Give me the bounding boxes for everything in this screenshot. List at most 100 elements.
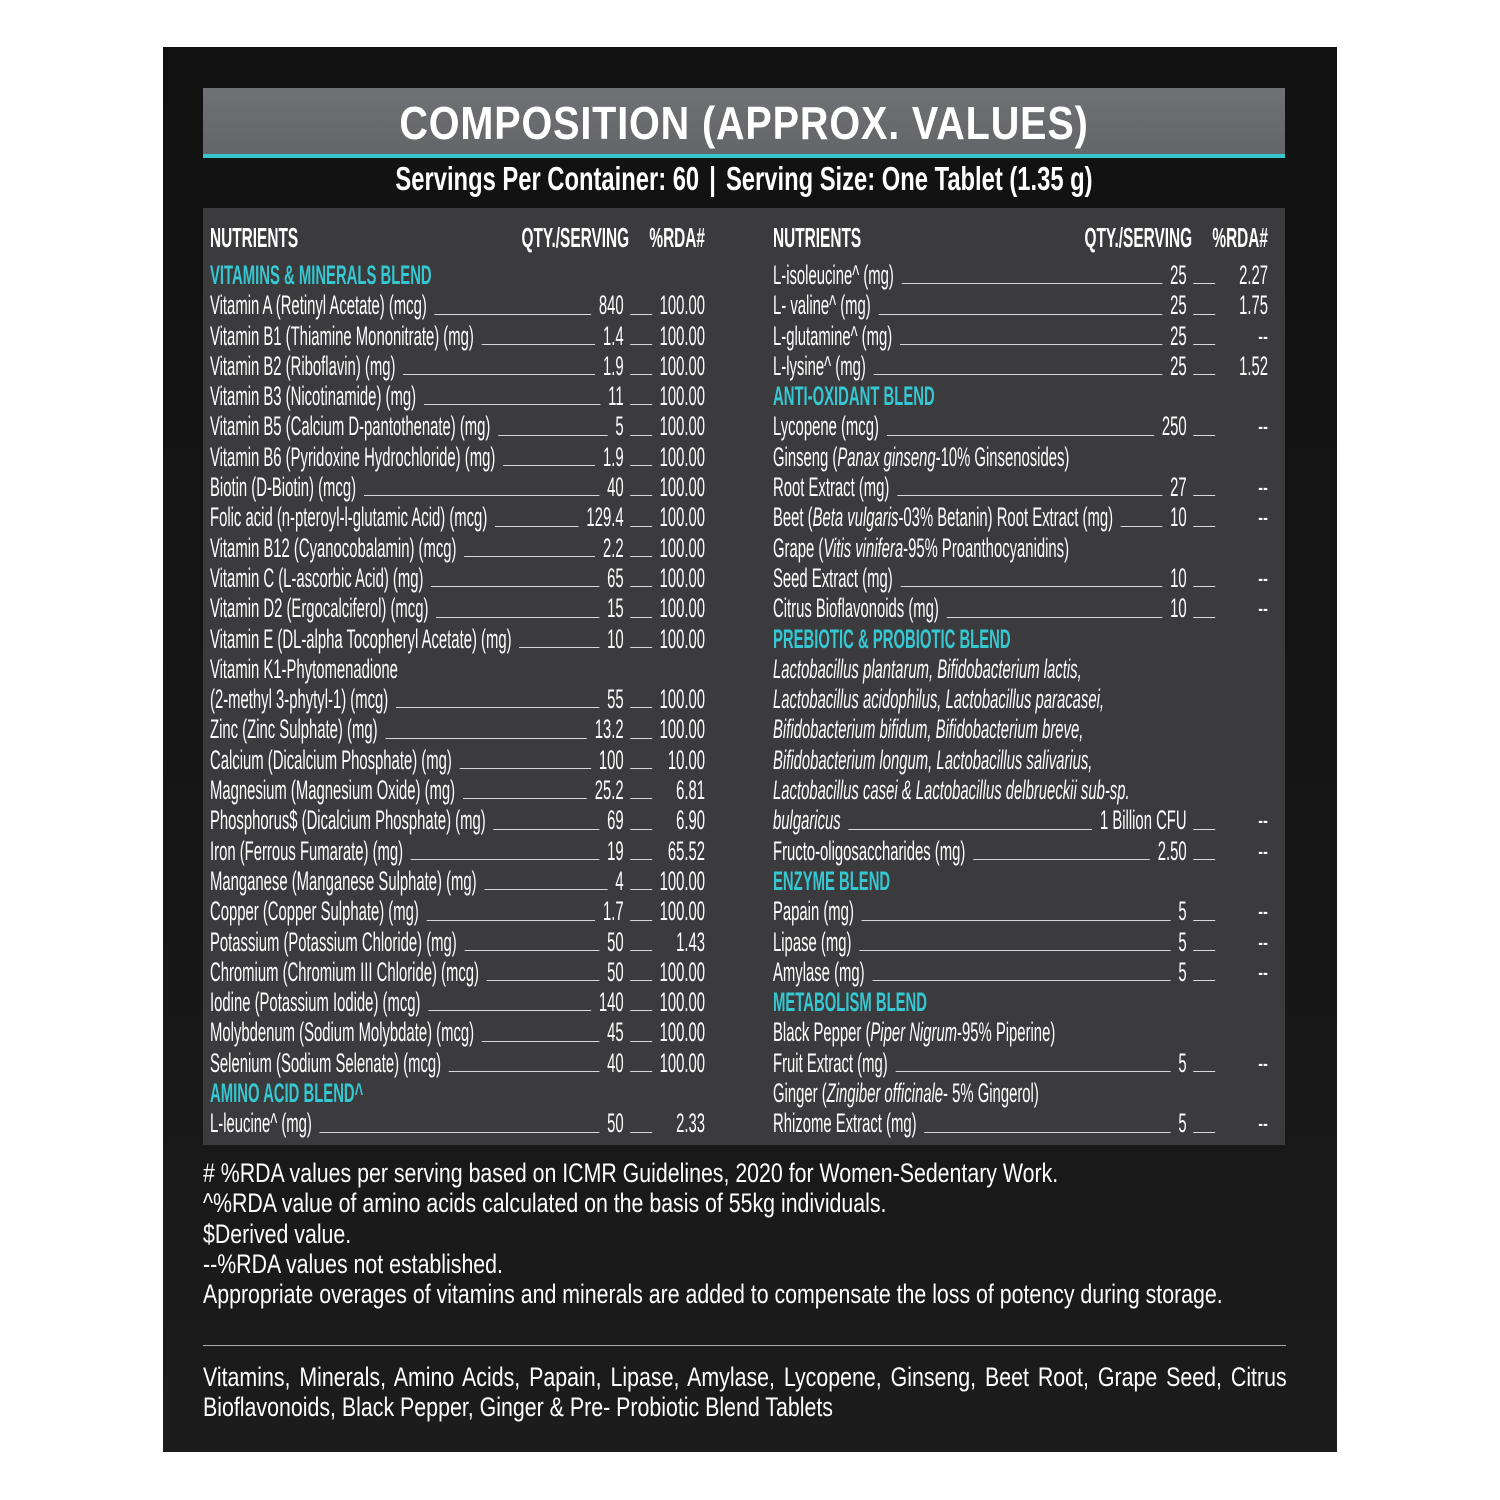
leader-line bbox=[459, 768, 592, 770]
nutrient-name: L-lysine^ (mg) bbox=[773, 351, 866, 381]
leader-line bbox=[1193, 980, 1216, 982]
rda-value: 2.27 bbox=[1239, 260, 1268, 290]
qty-value: 2.2 bbox=[602, 532, 624, 563]
leader-line bbox=[1193, 919, 1216, 921]
nutrient-name: Iron (Ferrous Fumarate) (mg) bbox=[210, 836, 403, 866]
nutrient-row: L-leucine^ (mg) 50 2.33 bbox=[210, 1108, 705, 1138]
qty-value: 25 bbox=[1170, 290, 1187, 321]
rda-value: -- bbox=[1258, 805, 1268, 836]
leader-line bbox=[630, 737, 653, 739]
footnote: # %RDA values per serving based on ICMR … bbox=[203, 1158, 1059, 1188]
leader-line bbox=[901, 283, 1163, 285]
name-text: - 5% Gingerol) bbox=[943, 1078, 1039, 1109]
nutrient-row: Zinc (Zinc Sulphate) (mg) 13.2 100.00 bbox=[210, 714, 705, 744]
name-text: Fruit Extract (mg) bbox=[773, 1047, 888, 1078]
qty-value: 11 bbox=[608, 381, 624, 412]
nutrient-row: Phosphorus$ (Dicalcium Phosphate) (mg) 69… bbox=[210, 805, 705, 835]
rda-value: 100.00 bbox=[659, 472, 705, 503]
nutrient-name: L-leucine^ (mg) bbox=[210, 1108, 312, 1138]
qty-value: 50 bbox=[607, 956, 624, 987]
qty-value: 50 bbox=[607, 926, 624, 957]
nutrient-name: Iodine (Potassium Iodide) (mcg) bbox=[210, 987, 420, 1017]
nutrient-name: bulgaricus bbox=[773, 805, 841, 835]
header-nutrients: NUTRIENTS bbox=[773, 222, 862, 253]
nutrient-name: Amylase (mg) bbox=[773, 957, 865, 987]
nutrient-row: Biotin (D-Biotin) (mcg) 40 100.00 bbox=[210, 472, 705, 502]
rda-value: 65.52 bbox=[667, 835, 705, 866]
nutrient-name: Vitamin B6 (Pyridoxine Hydrochloride) (m… bbox=[210, 442, 495, 472]
rda-value: 100.00 bbox=[659, 684, 705, 715]
qty-value: 250 bbox=[1161, 411, 1187, 442]
nutrient-name: Copper (Copper Sulphate) (mg) bbox=[210, 896, 419, 926]
leader-line bbox=[630, 828, 653, 830]
nutrient-name: Phosphorus$ (Dicalcium Phosphate) (mg) bbox=[210, 805, 486, 835]
right-column: NUTRIENTS QTY./SERVING %RDA# L-isoleucin… bbox=[773, 222, 1268, 1139]
name-text: Molybdenum (Sodium Molybdate) (mcg) bbox=[210, 1017, 475, 1048]
leader-line bbox=[630, 949, 653, 951]
name-text: Ginger ( bbox=[773, 1078, 827, 1109]
left-column: NUTRIENTS QTY./SERVING %RDA# VITAMINS & … bbox=[210, 222, 705, 1139]
leader-line bbox=[872, 980, 1171, 982]
qty-value: 55 bbox=[607, 684, 624, 715]
header-rda: %RDA# bbox=[1212, 222, 1268, 253]
rda-value: 100.00 bbox=[659, 381, 705, 412]
footnote: $Derived value. bbox=[203, 1218, 352, 1249]
leader-line bbox=[434, 313, 592, 315]
name-text: Citrus Bioflavonoids (mg) bbox=[773, 593, 939, 624]
rda-value: 100.00 bbox=[659, 350, 705, 381]
rda-value: 6.90 bbox=[676, 805, 705, 836]
rda-value: 1.75 bbox=[1239, 290, 1268, 321]
qty-value: 1.9 bbox=[602, 441, 624, 472]
leader-line bbox=[630, 919, 653, 921]
name-text: Rhizome Extract (mg) bbox=[773, 1108, 917, 1139]
name-text: Vitamin A (Retinyl Acetate) (mcg) bbox=[210, 290, 427, 321]
qty-value: 129.4 bbox=[586, 502, 624, 533]
footnotes: # %RDA values per serving based on ICMR … bbox=[203, 1158, 1230, 1309]
leader-line bbox=[630, 768, 653, 770]
nutrient-row: Vitamin D2 (Ergocalciferol) (mcg) 15 100.0… bbox=[210, 593, 705, 623]
nutrient-row: Vitamin B1 (Thiamine Mononitrate) (mg) 1.… bbox=[210, 321, 705, 351]
latin-name: Vitis vinifera bbox=[823, 532, 904, 563]
latin-name: bulgaricus bbox=[773, 805, 841, 836]
rda-value: 100.00 bbox=[659, 532, 705, 563]
section-heading: AMINO ACID BLEND^ bbox=[210, 1078, 705, 1108]
nutrient-name: Root Extract (mg) bbox=[773, 472, 889, 502]
section-heading: PREBIOTIC & PROBIOTIC BLEND bbox=[773, 624, 1268, 654]
nutrient-name: (2-methyl 3-phytyl-1) (mcg) bbox=[210, 684, 388, 714]
name-text: L-lysine^ (mg) bbox=[773, 350, 866, 381]
name-text: Grape ( bbox=[773, 532, 824, 563]
leader-line bbox=[630, 404, 653, 406]
leader-line bbox=[395, 707, 600, 709]
name-text: Vitamin E (DL-alpha Tocopheryl Acetate) … bbox=[210, 623, 512, 654]
nutrient-row: Beet (Beta vulgaris-03% Betanin) Root Ex… bbox=[773, 502, 1268, 532]
rda-value: -- bbox=[1258, 502, 1268, 533]
rda-value: 100.00 bbox=[659, 593, 705, 624]
qty-value: 25.2 bbox=[594, 775, 624, 806]
nutrient-row: Iron (Ferrous Fumarate) (mg) 19 65.52 bbox=[210, 836, 705, 866]
nutrient-text: Vitamin K1-Phytomenadione bbox=[210, 654, 705, 684]
serving-separator: | bbox=[709, 160, 716, 197]
name-text: PREBIOTIC & PROBIOTIC BLEND bbox=[773, 623, 1011, 654]
rda-value: 100.00 bbox=[659, 987, 705, 1018]
name-text: Vitamin B1 (Thiamine Mononitrate) (mg) bbox=[210, 320, 474, 351]
leader-line bbox=[897, 495, 1163, 497]
name-text: Potassium (Potassium Chloride) (mg) bbox=[210, 926, 457, 957]
leader-line bbox=[410, 858, 600, 860]
nutrient-row: (2-methyl 3-phytyl-1) (mcg) 55 100.00 bbox=[210, 684, 705, 714]
nutrient-row: bulgaricus 1 Billion CFU -- bbox=[773, 805, 1268, 835]
nutrient-row: Vitamin E (DL-alpha Tocopheryl Acetate) … bbox=[210, 624, 705, 654]
nutrient-row: Vitamin B6 (Pyridoxine Hydrochloride) (m… bbox=[210, 442, 705, 472]
nutrient-row: Calcium (Dicalcium Phosphate) (mg) 100 10.… bbox=[210, 745, 705, 775]
rda-value: -- bbox=[1258, 320, 1268, 351]
leader-line bbox=[630, 525, 653, 527]
nutrient-name: Ginseng (Panax ginseng-10% Ginsenosides) bbox=[773, 442, 1069, 472]
qty-value: 5 bbox=[1178, 896, 1187, 927]
name-text: Phosphorus$ (Dicalcium Phosphate) (mg) bbox=[210, 805, 486, 836]
leader-line bbox=[464, 555, 596, 557]
qty-value: 65 bbox=[607, 562, 624, 593]
leader-line bbox=[1193, 495, 1216, 497]
leader-line bbox=[630, 434, 653, 436]
name-text: AMINO ACID BLEND^ bbox=[210, 1078, 364, 1109]
name-text: Selenium (Sodium Selenate) (mcg) bbox=[210, 1047, 442, 1078]
latin-name: Bifidobacterium bifidum, Bifidobacterium… bbox=[773, 714, 1084, 745]
